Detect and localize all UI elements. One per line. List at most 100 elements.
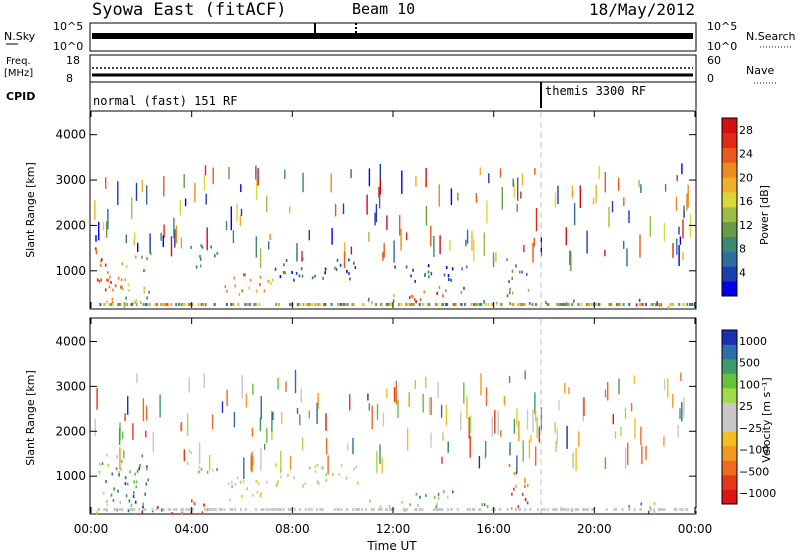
range-cell — [571, 185, 574, 193]
range-cell — [133, 508, 136, 511]
range-cell — [457, 192, 459, 201]
range-cell — [524, 370, 526, 380]
range-cell — [298, 274, 301, 278]
range-cell — [615, 303, 618, 306]
range-cell — [260, 396, 262, 420]
range-cell — [164, 303, 167, 306]
range-cell — [461, 267, 463, 271]
range-cell — [255, 289, 258, 293]
range-cell — [604, 172, 606, 193]
range-cell — [690, 303, 693, 306]
range-cell — [337, 303, 340, 306]
colorbar-swatch — [722, 446, 737, 461]
range-cell — [340, 464, 343, 467]
range-cell — [573, 203, 576, 226]
range-cell — [567, 303, 570, 306]
range-cell — [233, 411, 236, 428]
range-cell — [146, 296, 148, 300]
range-cell — [403, 508, 406, 511]
range-cell — [240, 208, 243, 216]
range-cell — [180, 423, 182, 431]
range-cell — [561, 508, 564, 511]
range-cell — [691, 303, 694, 306]
colorbar-swatch — [722, 330, 737, 345]
range-cell — [679, 236, 682, 245]
range-cell — [294, 369, 297, 394]
range-cell — [511, 303, 514, 306]
range-cell — [166, 303, 169, 306]
range-cell — [289, 508, 292, 511]
range-cell — [614, 431, 617, 439]
range-cell — [336, 258, 339, 262]
range-cell — [577, 303, 580, 306]
range-cell — [266, 428, 268, 443]
colorbar-tick-label: 16 — [739, 195, 753, 208]
range-cell — [145, 303, 148, 306]
range-cell — [186, 461, 189, 465]
range-cell — [671, 303, 674, 306]
range-cell — [355, 465, 358, 469]
range-cell — [441, 303, 444, 306]
range-cell — [352, 438, 354, 455]
range-cell — [571, 508, 574, 511]
range-cell — [436, 291, 438, 295]
range-cell — [679, 408, 681, 419]
range-cell — [138, 467, 141, 471]
range-cell — [271, 411, 273, 432]
range-cell — [443, 273, 446, 277]
range-cell — [393, 293, 395, 297]
range-cell — [558, 400, 560, 411]
range-cell — [640, 426, 642, 445]
range-cell — [399, 215, 401, 236]
range-cell — [486, 505, 489, 508]
range-cell — [410, 294, 413, 298]
range-cell — [672, 393, 674, 408]
range-cell — [107, 463, 110, 467]
range-cell — [586, 508, 589, 511]
range-cell — [114, 508, 117, 511]
range-cell — [528, 301, 531, 305]
range-cell — [151, 508, 154, 511]
range-cell — [245, 393, 248, 408]
range-cell — [536, 417, 538, 439]
range-cell — [478, 508, 481, 511]
range-cell — [284, 169, 286, 179]
range-cell — [379, 163, 381, 187]
range-cell — [139, 464, 141, 468]
range-cell — [447, 274, 450, 278]
range-cell — [686, 508, 689, 511]
range-cell — [479, 167, 481, 175]
range-cell — [284, 271, 286, 275]
range-cell — [506, 294, 509, 298]
date-label: 18/May/2012 — [589, 0, 695, 19]
range-cell — [519, 508, 522, 511]
range-cell — [104, 263, 107, 267]
range-cell — [676, 238, 678, 255]
x-tick-label: 00:00 — [678, 522, 713, 536]
range-cell — [480, 303, 483, 306]
range-cell — [291, 271, 293, 274]
range-cell — [299, 303, 302, 306]
range-cell — [145, 482, 148, 486]
range-cell — [198, 442, 201, 464]
range-cell — [228, 166, 230, 180]
range-cell — [191, 508, 194, 511]
range-cell — [430, 397, 432, 416]
range-cell — [445, 266, 448, 269]
colorbar-swatch — [722, 132, 737, 148]
range-cell — [256, 490, 259, 494]
range-cell — [314, 465, 316, 469]
colorbar-tick-label: −100 — [739, 444, 769, 457]
range-cell — [349, 277, 351, 281]
range-cell — [132, 423, 134, 440]
range-cell — [641, 445, 643, 465]
range-cell — [686, 303, 689, 306]
range-cell — [381, 457, 383, 474]
range-cell — [259, 248, 262, 269]
range-cell — [414, 279, 416, 283]
range-cell — [425, 494, 427, 498]
range-cell — [134, 472, 136, 476]
range-cell — [238, 292, 241, 296]
colorbar-tick-label: 25 — [739, 400, 753, 413]
range-cell — [188, 303, 191, 306]
